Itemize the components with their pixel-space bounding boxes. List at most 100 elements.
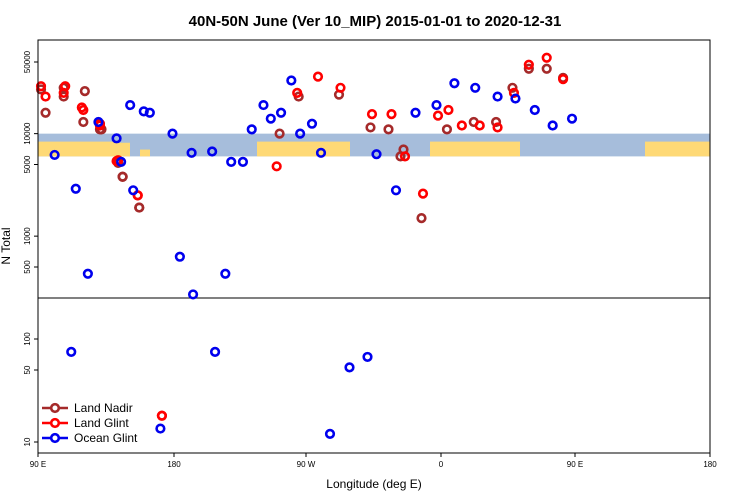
point-ocean-glint: [237, 156, 249, 168]
point-ocean-glint: [70, 183, 81, 194]
point-land-nadir: [40, 107, 51, 118]
point-ocean-glint: [362, 351, 373, 363]
point-land-glint: [399, 151, 411, 162]
point-ocean-glint: [431, 99, 442, 111]
point-ocean-glint: [116, 156, 127, 168]
point-land-glint: [40, 91, 51, 102]
point-land-nadir: [541, 63, 552, 74]
point-land-glint: [557, 74, 569, 85]
point-land-glint: [76, 102, 87, 113]
x-tick-label: 90 E: [30, 460, 46, 469]
point-ocean-glint: [128, 185, 139, 196]
land-patch-0: [90, 142, 130, 157]
point-ocean-glint: [207, 146, 218, 157]
point-land-glint: [386, 109, 397, 120]
point-ocean-glint: [547, 120, 558, 131]
point-ocean-glint: [220, 268, 231, 279]
point-ocean-glint: [111, 133, 122, 144]
point-ocean-glint: [49, 149, 60, 161]
y-tick-label: 5000: [23, 155, 32, 173]
point-ocean-glint: [258, 99, 269, 111]
point-land-nadir: [441, 124, 453, 135]
land-patch-1: [140, 149, 150, 157]
data-points: [35, 52, 578, 439]
point-land-glint: [35, 81, 47, 92]
y-tick-label: 50000: [23, 50, 32, 73]
point-land-glint: [366, 109, 378, 120]
point-land-glint: [432, 110, 444, 121]
point-ocean-glint: [167, 128, 178, 139]
point-land-glint: [456, 120, 467, 131]
point-land-glint: [60, 81, 71, 92]
ocean-band: [38, 133, 710, 157]
point-ocean-glint: [265, 113, 276, 124]
point-land-nadir: [134, 202, 145, 213]
point-land-glint: [292, 87, 303, 98]
point-land-nadir: [523, 63, 534, 74]
point-land-glint: [335, 82, 346, 93]
point-land-nadir: [383, 124, 394, 135]
point-ocean-glint: [324, 428, 336, 439]
point-ocean-glint: [529, 104, 540, 116]
point-land-nadir: [416, 212, 427, 224]
point-ocean-glint: [449, 78, 460, 89]
land-patch-3: [480, 147, 510, 157]
y-tick-label: 50: [23, 365, 32, 374]
x-tick-label: 0: [439, 460, 444, 469]
axes: 90 E 180 90 W 0 90 E 180 10 50 100 500 1000 5000 100…: [23, 50, 717, 469]
y-tick-label: 1000: [23, 227, 32, 245]
point-land-glint: [474, 120, 485, 131]
point-land-glint: [271, 161, 282, 172]
point-land-nadir: [117, 171, 128, 182]
point-land-glint: [492, 122, 503, 133]
point-land-glint: [156, 410, 168, 421]
map-band: [38, 133, 710, 157]
point-ocean-glint: [295, 128, 306, 139]
point-ocean-glint: [138, 106, 149, 117]
point-land-nadir: [490, 116, 502, 128]
point-ocean-glint: [306, 118, 318, 129]
point-ocean-glint: [125, 99, 136, 111]
point-land-nadir: [507, 82, 518, 93]
plot-frame: [37, 39, 711, 454]
point-ocean-glint: [66, 346, 77, 357]
point-ocean-glint: [315, 147, 327, 158]
point-land-glint: [417, 188, 429, 199]
point-land-glint: [541, 52, 552, 63]
y-tick-label: 500: [23, 260, 32, 274]
point-ocean-glint: [187, 289, 199, 300]
x-tick-label: 90 W: [297, 460, 316, 469]
point-ocean-glint: [286, 75, 297, 86]
point-land-nadir: [365, 122, 376, 133]
point-ocean-glint: [209, 346, 221, 357]
point-ocean-glint: [566, 113, 578, 124]
y-tick-label: 100: [23, 332, 32, 346]
legend-marker: [49, 417, 61, 429]
point-land-glint: [508, 87, 520, 98]
x-tick-label: 90 E: [567, 460, 583, 469]
chart-title: 40N-50N June (Ver 10_MIP) 2015-01-01 to …: [189, 13, 562, 30]
point-ocean-glint: [470, 82, 481, 93]
land-patch-4: [660, 143, 690, 157]
point-land-nadir: [78, 116, 89, 128]
x-tick-label: 180: [167, 460, 181, 469]
point-ocean-glint: [246, 124, 257, 135]
y-tick-label: 10: [23, 437, 32, 446]
point-land-glint: [523, 59, 534, 70]
land-patch-2: [300, 145, 330, 157]
point-land-nadir: [274, 128, 285, 139]
point-ocean-glint: [174, 251, 185, 262]
legend-label: Land Glint: [74, 416, 129, 430]
point-land-glint: [111, 155, 122, 167]
legend-marker: [49, 432, 61, 444]
point-ocean-glint: [390, 185, 402, 196]
legend-label: Land Nadir: [74, 401, 133, 415]
x-tick-label: 180: [703, 460, 717, 469]
point-ocean-glint: [371, 149, 382, 160]
point-land-glint: [312, 71, 324, 82]
point-ocean-glint: [82, 268, 93, 279]
point-ocean-glint: [492, 91, 503, 102]
point-land-nadir: [79, 86, 90, 97]
